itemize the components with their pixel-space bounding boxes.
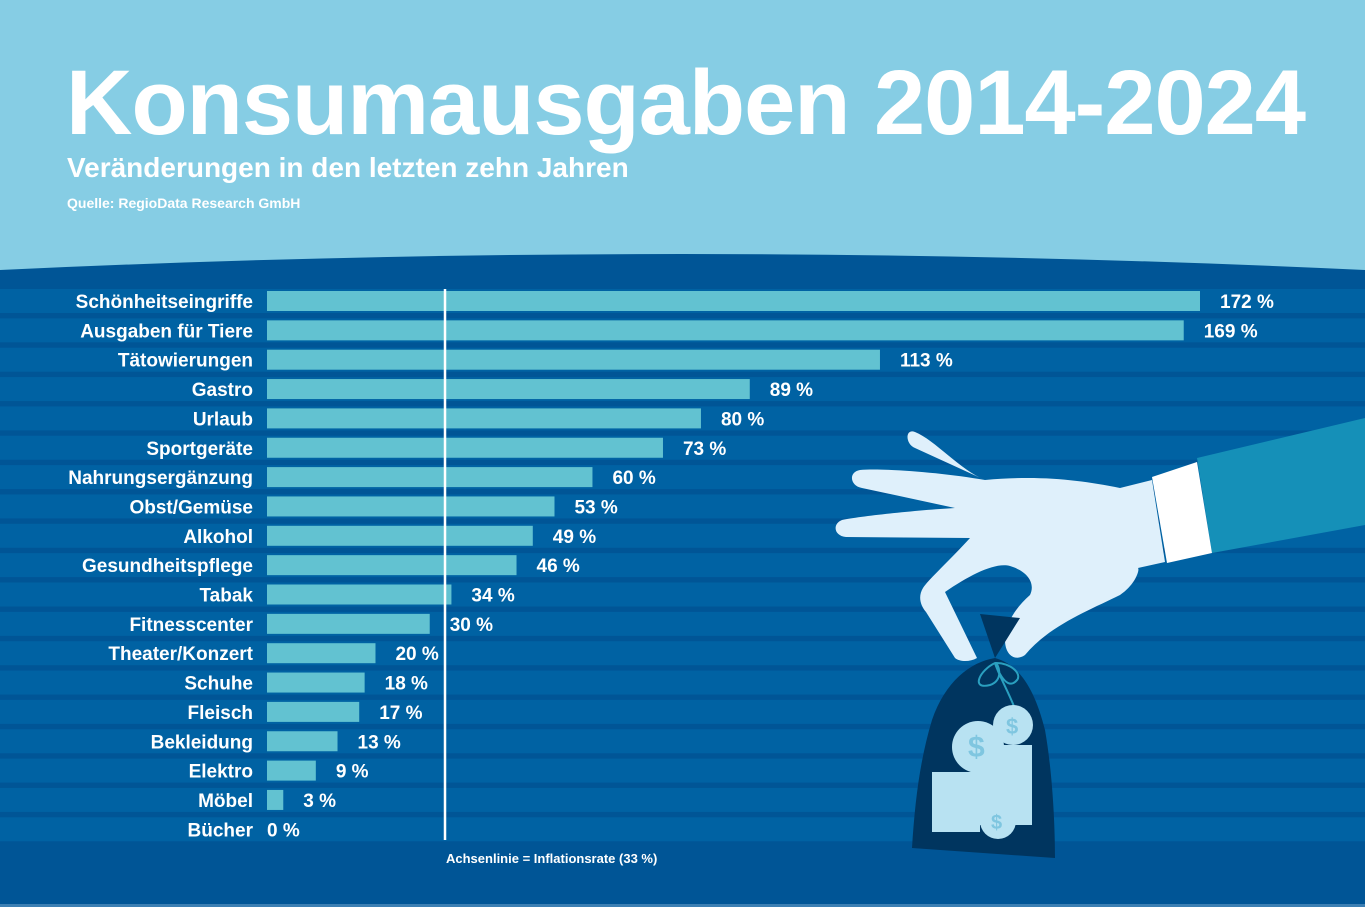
value-label: 9 %: [336, 762, 369, 783]
value-label: 34 %: [471, 586, 514, 607]
bar: [267, 320, 1184, 341]
svg-text:$: $: [1006, 714, 1018, 739]
value-label: 113 %: [900, 351, 953, 372]
value-label: 169 %: [1204, 321, 1258, 342]
bar: [267, 496, 555, 517]
value-label: 80 %: [721, 409, 764, 430]
chart-subtitle: Veränderungen in den letzten zehn Jahren: [67, 152, 629, 183]
row-band: [0, 729, 1365, 754]
category-label: Gastro: [192, 380, 253, 401]
bar: [267, 643, 376, 664]
bar: [267, 408, 701, 429]
category-label: Urlaub: [193, 409, 253, 430]
value-label: 89 %: [770, 380, 813, 401]
row-band: [0, 435, 1365, 460]
row-band: [0, 611, 1365, 636]
svg-text:$: $: [991, 812, 1002, 834]
reference-line-caption: Achsenlinie = Inflationsrate (33 %): [446, 851, 657, 866]
value-label: 0 %: [267, 820, 300, 841]
category-label: Fleisch: [188, 703, 253, 724]
category-label: Elektro: [189, 762, 253, 783]
hand-icon: [835, 431, 1165, 661]
category-label: Bekleidung: [151, 732, 253, 753]
value-label: 13 %: [358, 732, 401, 753]
row-band: [0, 817, 1365, 842]
category-label: Sportgeräte: [146, 439, 253, 460]
category-label: Alkohol: [183, 527, 253, 548]
bar: [267, 349, 880, 370]
value-label: 60 %: [612, 468, 655, 489]
category-label: Bücher: [188, 820, 254, 841]
source-note: Quelle: RegioData Research GmbH: [67, 195, 301, 211]
value-label: 18 %: [385, 674, 428, 695]
value-label: 53 %: [574, 497, 617, 518]
bar: [267, 525, 533, 546]
value-label: 17 %: [379, 703, 422, 724]
bar: [267, 672, 365, 693]
bar: [267, 555, 517, 576]
row-band: [0, 787, 1365, 812]
category-label: Nahrungsergänzung: [68, 468, 253, 489]
row-band: [0, 699, 1365, 724]
category-label: Theater/Konzert: [108, 644, 253, 665]
sleeve-icon: [1152, 418, 1365, 563]
header-background: [0, 0, 1365, 300]
value-label: 46 %: [537, 556, 580, 577]
svg-text:$: $: [968, 731, 985, 764]
value-label: 172 %: [1220, 292, 1274, 313]
category-label: Schuhe: [184, 674, 253, 695]
value-label: 73 %: [683, 439, 726, 460]
bar: [267, 789, 284, 810]
value-label: 20 %: [395, 644, 438, 665]
row-band: [0, 758, 1365, 783]
bar: [267, 584, 452, 605]
category-label: Obst/Gemüse: [129, 497, 253, 518]
category-label: Ausgaben für Tiere: [80, 321, 253, 342]
category-label: Fitnesscenter: [129, 615, 253, 636]
bar: [267, 467, 593, 488]
bar: [267, 701, 360, 722]
bar: [267, 613, 430, 634]
value-label: 49 %: [553, 527, 596, 548]
chart-title: Konsumausgaben 2014-2024: [66, 52, 1306, 154]
bottom-border: [0, 904, 1365, 907]
bar: [267, 379, 750, 400]
row-band: [0, 582, 1365, 607]
bar: [267, 760, 316, 781]
row-band: [0, 670, 1365, 695]
category-label: Möbel: [198, 791, 253, 812]
value-label: 3 %: [303, 791, 336, 812]
hand-with-money-bag-illustration: $ $ $: [835, 418, 1365, 858]
row-band: [0, 641, 1365, 666]
bar: [267, 437, 663, 458]
bar: [267, 731, 338, 752]
category-label: Tätowierungen: [118, 351, 253, 372]
value-label: 30 %: [450, 615, 493, 636]
category-label: Schönheitseingriffe: [76, 292, 253, 313]
bar: [267, 291, 1200, 311]
category-label: Tabak: [199, 586, 253, 607]
money-bag-icon: $ $ $: [912, 614, 1055, 858]
category-label: Gesundheitspflege: [82, 556, 253, 577]
